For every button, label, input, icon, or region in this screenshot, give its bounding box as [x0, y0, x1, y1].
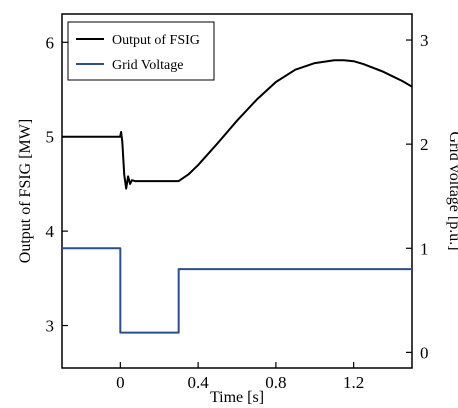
series-layer — [62, 59, 413, 334]
y-left-tick-label-3: 3 — [46, 317, 55, 336]
series-line-grid-voltage — [62, 247, 412, 334]
x-axis-ticks: 0 0.4 0.8 1.2 — [116, 362, 364, 392]
x-tick-label-0: 0 — [116, 373, 125, 392]
x-axis-title: Time [s] — [210, 389, 264, 406]
legend-box — [67, 21, 215, 81]
y-right-tick-label-1: 1 — [420, 239, 429, 258]
y-right-axis-ticks: 0 1 2 3 — [406, 31, 429, 362]
x-tick-label-0-8: 0.8 — [265, 373, 286, 392]
y-left-axis-title: Output of FSIG [MW] — [17, 119, 34, 263]
legend: Output of FSIG Grid Voltage — [67, 21, 215, 81]
series-line-output-of-fsig — [62, 59, 413, 190]
y-left-axis-ticks: 3 4 5 6 — [46, 33, 68, 336]
x-tick-label-0-4: 0.4 — [187, 373, 209, 392]
legend-label-output-of-fsig: Output of FSIG — [112, 33, 200, 48]
y-right-tick-label-3: 3 — [420, 31, 429, 50]
plot-frame — [61, 13, 413, 369]
y-right-tick-label-2: 2 — [420, 135, 429, 154]
legend-label-grid-voltage: Grid Voltage — [112, 58, 183, 73]
x-tick-label-1-2: 1.2 — [343, 373, 364, 392]
y-left-tick-label-6: 6 — [46, 33, 55, 52]
y-left-tick-label-4: 4 — [46, 222, 55, 241]
y-right-axis-title: Grid voltage [p.u.] — [446, 131, 458, 250]
y-left-tick-label-5: 5 — [46, 128, 55, 147]
y-right-tick-label-0: 0 — [420, 343, 429, 362]
